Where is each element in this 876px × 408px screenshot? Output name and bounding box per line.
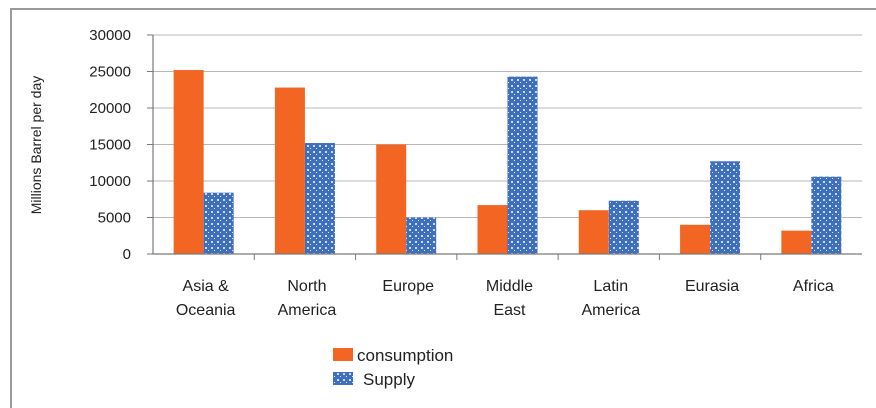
x-category-label: Middle — [486, 278, 533, 295]
consumption-bar — [477, 205, 508, 254]
consumption-bar — [376, 144, 407, 254]
x-category-label: Asia & — [183, 278, 230, 295]
bar-chart: 0 5000 10000 15000 20000 25000 30000 Asia & Oce… — [28, 27, 862, 389]
y-tick-label: 10000 — [89, 173, 131, 190]
consumption-bar — [578, 210, 609, 254]
bars — [173, 70, 842, 254]
supply-bar — [304, 143, 335, 254]
x-category-label: East — [493, 302, 526, 319]
x-category-label: America — [581, 302, 640, 319]
consumption-bar — [274, 87, 305, 254]
x-axis-categories: Asia & Oceania North America Europe Middle Eas… — [176, 278, 834, 319]
y-tick-label: 0 — [123, 246, 131, 263]
y-axis-label: Millions Barrel per day — [28, 76, 44, 215]
chart-frame — [10, 8, 876, 408]
legend: consumption Supply — [333, 346, 453, 389]
y-tick-label: 5000 — [98, 210, 131, 227]
supply-bar — [203, 192, 234, 254]
supply-bar — [608, 200, 639, 254]
consumption-legend-swatch — [333, 348, 353, 361]
consumption-bar — [781, 230, 812, 254]
y-axis-ticks: 0 5000 10000 15000 20000 25000 30000 — [89, 27, 153, 263]
x-category-label: Latin — [593, 278, 628, 295]
supply-legend-swatch — [333, 372, 353, 385]
supply-bar — [507, 76, 538, 254]
x-category-label: America — [278, 302, 337, 319]
supply-bar — [710, 161, 741, 254]
consumption-bar — [680, 224, 711, 254]
y-tick-label: 25000 — [89, 64, 131, 81]
x-category-label: Africa — [793, 278, 834, 295]
x-category-label: Eurasia — [685, 278, 739, 295]
x-category-label: North — [287, 278, 326, 295]
y-tick-label: 20000 — [89, 100, 131, 117]
consumption-legend-label: consumption — [357, 346, 453, 365]
y-tick-label: 15000 — [89, 137, 131, 154]
x-category-label: Europe — [382, 278, 434, 295]
supply-bar — [406, 217, 437, 254]
supply-bar — [811, 176, 842, 254]
consumption-bar — [173, 70, 204, 254]
y-tick-label: 30000 — [89, 27, 131, 44]
supply-legend-label: Supply — [363, 370, 415, 389]
axes — [152, 35, 862, 260]
x-category-label: Oceania — [176, 302, 236, 319]
